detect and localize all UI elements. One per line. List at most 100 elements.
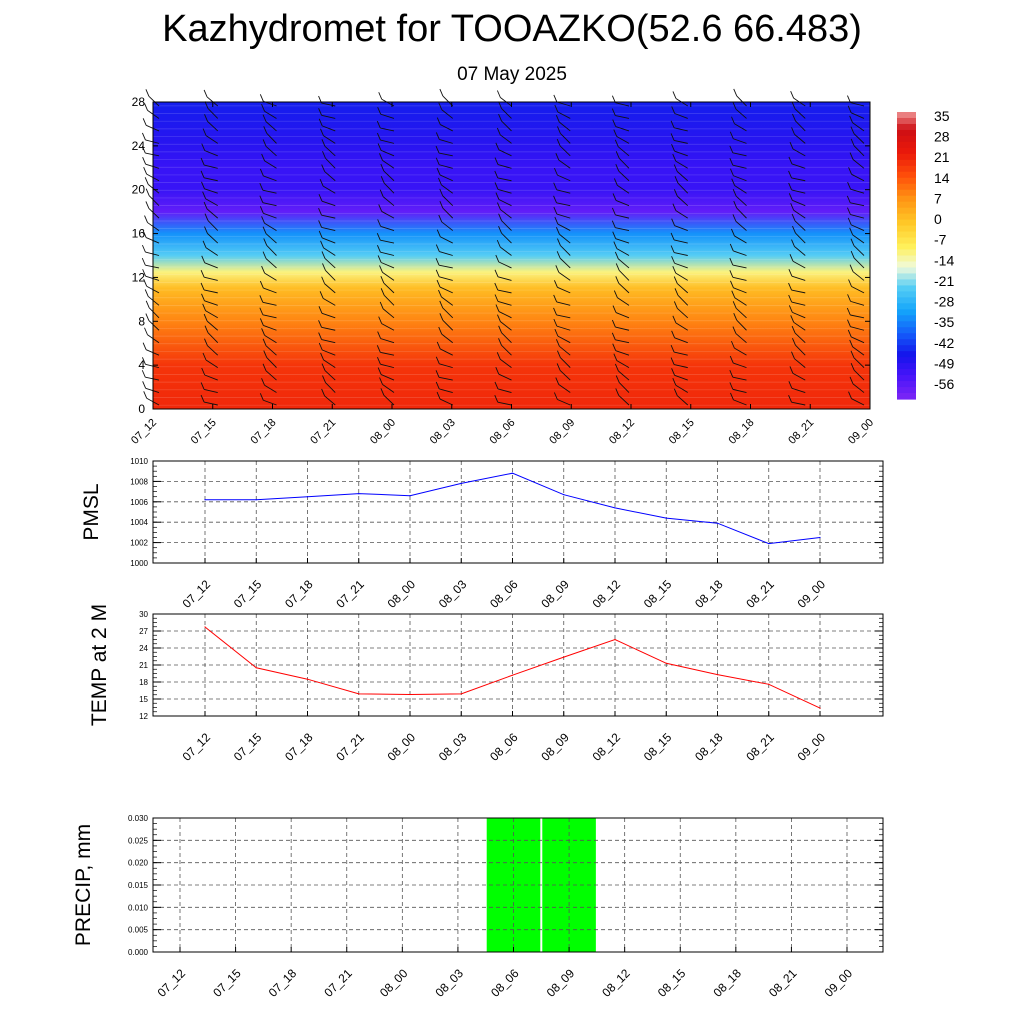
- y-axis-title: PRECIP, mm: [72, 824, 95, 946]
- colorbar-cell: [897, 153, 916, 161]
- wind-barb-flag: [850, 138, 855, 147]
- wind-barb: [733, 175, 747, 182]
- colorbar-cell: [897, 351, 916, 358]
- wind-barb: [206, 320, 219, 331]
- wind-barb-flag: [495, 304, 500, 312]
- colorbar-cell: [897, 291, 916, 298]
- wind-barb: [265, 345, 277, 356]
- wind-barb: [557, 174, 571, 182]
- wind-barb: [324, 395, 336, 406]
- wind-barb: [675, 160, 688, 169]
- colorbar-cell: [897, 219, 916, 227]
- wind-barb-flag: [498, 325, 503, 333]
- colorbar-label: 14: [934, 170, 950, 186]
- wind-barb: [382, 159, 395, 169]
- wind-barb: [264, 110, 277, 119]
- wind-barb: [852, 122, 865, 132]
- wind-barb: [324, 283, 336, 294]
- wind-barb: [383, 282, 395, 294]
- wind-barb: [736, 207, 747, 219]
- wind-barb: [850, 102, 865, 107]
- colorbar-cell: [897, 112, 916, 119]
- wind-barb-flag: [732, 189, 737, 197]
- wind-barb-flag: [436, 117, 441, 125]
- series-point: [563, 656, 565, 658]
- wind-barb-flag: [672, 378, 677, 386]
- wind-barb-flag: [612, 231, 617, 239]
- wind-barb-flag: [730, 392, 734, 401]
- wind-barb-flag: [143, 391, 148, 399]
- wind-barb-flag: [611, 207, 616, 216]
- wind-barb: [438, 152, 453, 157]
- x-tick-label: 08_03: [433, 966, 467, 1000]
- x-tick-label: 07_18: [282, 730, 316, 764]
- chart-title: Kazhydromet for TOOAZKO(52.6 66.483): [162, 8, 862, 50]
- x-tick-label: 08_03: [436, 730, 470, 764]
- colorbar-cell: [897, 357, 916, 364]
- series-point: [511, 472, 514, 474]
- wind-barb-flag: [435, 269, 440, 278]
- wind-barb-flag: [201, 143, 206, 151]
- wind-barb-flag: [259, 295, 264, 303]
- x-tick-label: 08_06: [488, 417, 518, 447]
- wind-barb: [851, 336, 865, 344]
- wind-barb-flag: [850, 350, 855, 359]
- wind-barb-flag: [615, 276, 620, 284]
- series-line: [204, 626, 821, 709]
- wind-barb-flag: [259, 318, 264, 326]
- wind-barb: [325, 270, 336, 281]
- wind-barb-flag: [380, 176, 385, 184]
- wind-barb-flag: [729, 243, 734, 252]
- x-tick-label: 08_15: [641, 730, 675, 764]
- colorbar-cell: [897, 189, 916, 197]
- colorbar-cell: [897, 237, 916, 245]
- wind-barb: [204, 300, 218, 306]
- wind-barb-flag: [788, 156, 793, 165]
- wind-barb: [322, 297, 336, 306]
- wind-barb: [853, 245, 865, 256]
- wind-barb: [850, 314, 865, 319]
- wind-barb: [263, 212, 277, 219]
- wind-barb-flag: [202, 303, 207, 311]
- wind-barb-flag: [142, 342, 147, 350]
- wind-barb-flag: [555, 227, 560, 235]
- colorbar-cell: [897, 141, 916, 149]
- wind-barb-flag: [553, 318, 558, 327]
- colorbar-cell: [897, 267, 916, 275]
- wind-barb-flag: [788, 193, 793, 201]
- wind-barb-flag: [145, 300, 150, 308]
- wind-barb-flag: [435, 257, 440, 266]
- wind-barb-flag: [672, 91, 677, 99]
- series-point: [409, 693, 411, 696]
- x-tick-label: 08_18: [692, 577, 726, 611]
- wind-barb: [380, 127, 395, 132]
- colorbar-label: -56: [934, 376, 954, 392]
- wind-barb: [674, 150, 688, 157]
- y-tick-label: 0.015: [128, 881, 149, 890]
- wind-barb-flag: [614, 139, 619, 147]
- wind-barb: [205, 310, 218, 319]
- wind-barb: [204, 188, 218, 194]
- series-point: [716, 674, 719, 676]
- wind-barb: [145, 163, 160, 169]
- wind-barb: [145, 387, 160, 393]
- wind-barb-flag: [790, 203, 795, 211]
- wind-barb-flag: [144, 215, 148, 223]
- wind-barb-flag: [261, 216, 265, 224]
- wind-barb: [322, 185, 336, 194]
- wind-barb-flag: [320, 128, 324, 136]
- wind-barb-flag: [203, 201, 208, 210]
- wind-barb: [675, 210, 688, 219]
- wind-barb-flag: [202, 191, 207, 199]
- x-tick-label: 07_21: [333, 730, 367, 764]
- wind-barb-flag: [847, 329, 852, 338]
- wind-barb: [794, 332, 806, 344]
- wind-barb-flag: [379, 301, 384, 310]
- wind-barb-flag: [556, 363, 561, 371]
- wind-barb-flag: [729, 131, 734, 139]
- wind-barb: [850, 300, 865, 306]
- wind-barb-flag: [318, 220, 323, 228]
- wind-barb-flag: [439, 188, 444, 197]
- wind-barb: [321, 102, 336, 107]
- wind-barb: [732, 388, 747, 393]
